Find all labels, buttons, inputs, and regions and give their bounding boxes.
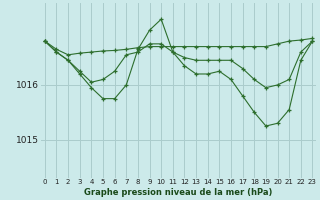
X-axis label: Graphe pression niveau de la mer (hPa): Graphe pression niveau de la mer (hPa) <box>84 188 273 197</box>
